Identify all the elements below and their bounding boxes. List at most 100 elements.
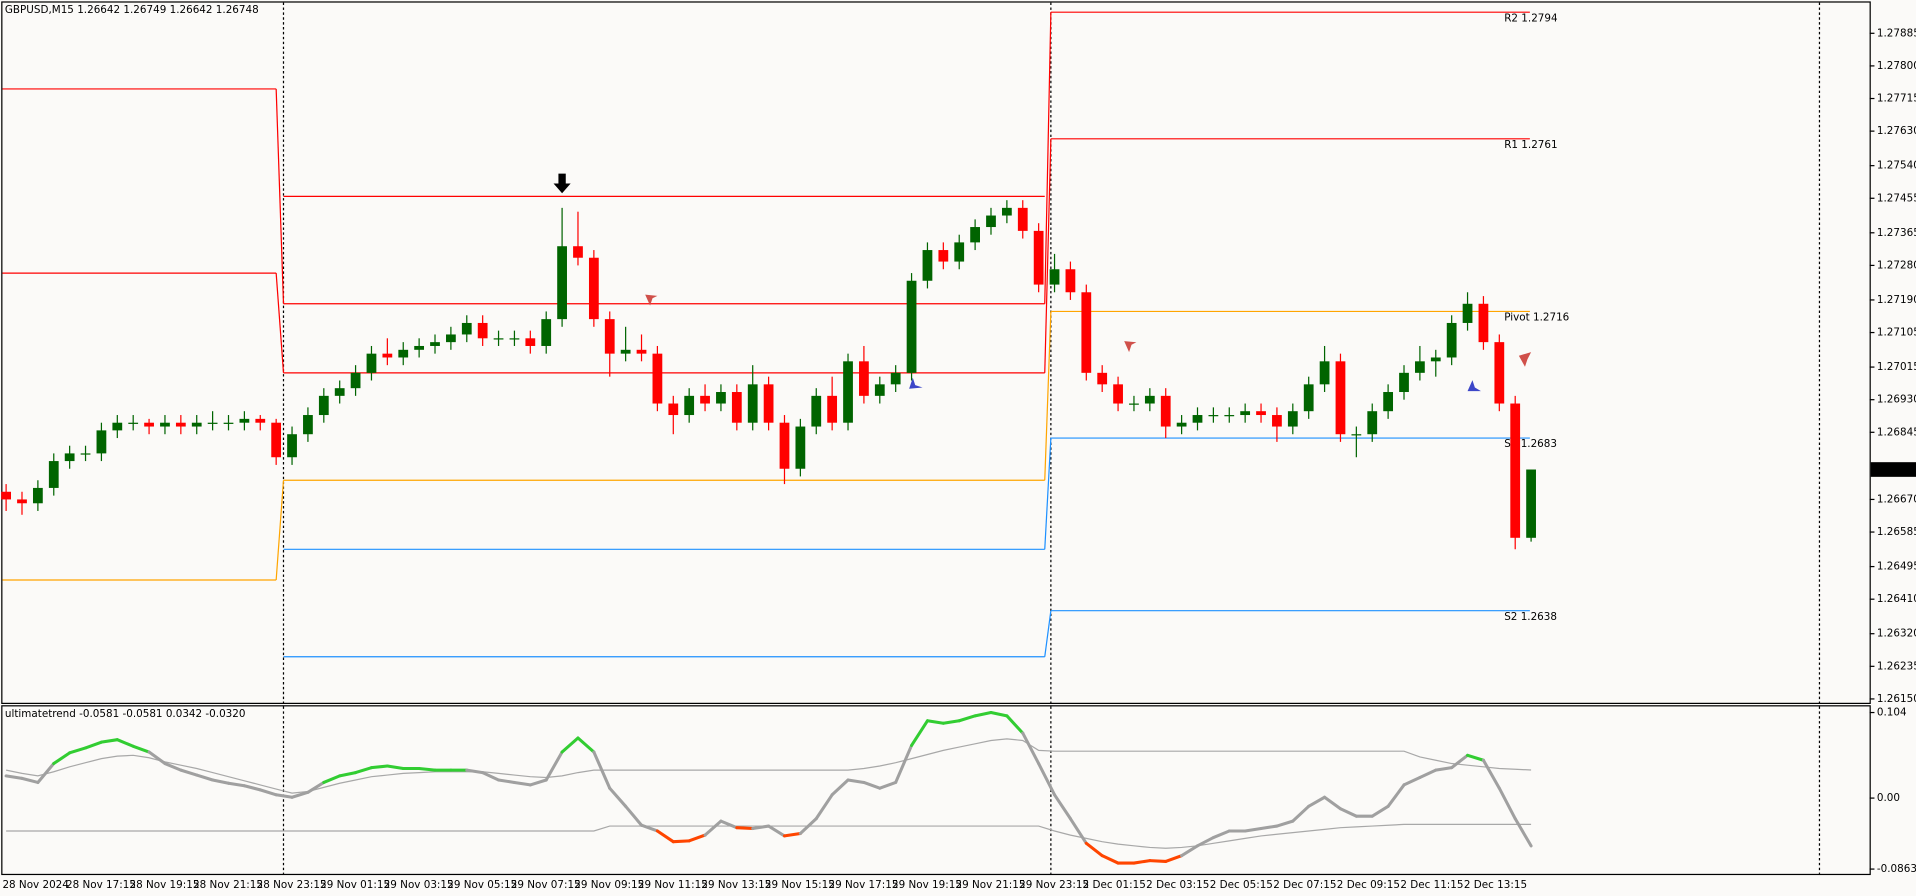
trend-segment [1323, 795, 1342, 811]
trend-segment [1021, 731, 1041, 766]
x-tick-label: 2 Dec 13:15 [1464, 879, 1527, 891]
candle-body [382, 353, 393, 358]
candle-body [1160, 395, 1171, 427]
candle-body [874, 384, 885, 396]
x-tick-label: 29 Nov 13:15 [701, 879, 771, 891]
trend-segment [20, 776, 40, 784]
candle-body [509, 338, 520, 340]
candle-body [636, 349, 647, 354]
y-tick-label: 1.27280 [1877, 259, 1916, 271]
trend-segment [767, 824, 787, 838]
trend-segment [4, 774, 24, 780]
buy-arrow [1467, 380, 1481, 392]
candle-body [96, 430, 107, 454]
trend-segment [1497, 786, 1517, 821]
trend-segment [1068, 817, 1088, 845]
candle-body [986, 215, 996, 228]
chart-title: GBPUSD,M15 1.26642 1.26749 1.26642 1.267… [5, 4, 259, 16]
trend-segment [878, 780, 898, 790]
candle-body [588, 257, 599, 320]
candle-body [477, 322, 488, 339]
trend-segment [52, 751, 72, 766]
x-tick-label: 29 Nov 21:15 [956, 879, 1026, 891]
candle-body [1033, 230, 1044, 285]
candle-body [32, 487, 43, 504]
sell-arrow [645, 294, 658, 306]
y-tick-label: 1.27540 [1877, 160, 1916, 172]
candle-body [1510, 403, 1521, 538]
candle-body [747, 384, 758, 423]
trend-segment [910, 719, 929, 747]
candle-body [1383, 392, 1394, 412]
x-tick-label: 29 Nov 17:15 [828, 879, 898, 891]
y-tick-label: 0.104 [1877, 707, 1907, 719]
candle-body [1208, 415, 1219, 417]
candle-body [541, 319, 552, 346]
trend-segment [1037, 762, 1057, 797]
trend-segment [226, 781, 246, 788]
x-tick-label: 28 Nov 19:15 [130, 879, 200, 891]
x-tick-label: 29 Nov 19:15 [892, 879, 962, 891]
candle-body [1240, 411, 1251, 416]
trend-segment [703, 819, 723, 837]
candle-body [1367, 411, 1378, 435]
candle-body [763, 384, 774, 423]
candle-body [128, 422, 139, 424]
trend-segment [560, 736, 580, 754]
x-tick-label: 2 Dec 01:15 [1083, 879, 1146, 891]
candle-body [1446, 322, 1457, 358]
candle-body [398, 349, 409, 358]
sell-arrow [1518, 352, 1532, 367]
trend-segment [671, 839, 691, 844]
candle-body [271, 422, 282, 458]
x-tick-label: 29 Nov 09:15 [574, 879, 644, 891]
candle-body [1526, 469, 1536, 538]
candle-body [890, 372, 901, 385]
candle-body [604, 319, 615, 354]
trend-segment [925, 719, 945, 725]
trend-segment [147, 750, 167, 766]
y-tick-label: 1.27715 [1877, 93, 1916, 105]
trend-segment [592, 750, 612, 790]
trend-segment [719, 819, 739, 830]
pivot-label: R1 1.2761 [1504, 139, 1557, 151]
trend-segment [465, 768, 485, 775]
pivot-connector [275, 273, 285, 373]
candle-body [938, 250, 949, 262]
candle-body [1303, 384, 1314, 412]
candle-body [620, 349, 631, 354]
x-tick-label: 28 Nov 21:15 [193, 879, 263, 891]
candle-body [207, 422, 218, 424]
candle-body [1224, 415, 1235, 417]
trend-segment [624, 804, 644, 827]
candle-body [1478, 303, 1489, 343]
trend-segment [608, 786, 628, 808]
trend-segment [179, 768, 199, 777]
candle-body [1097, 372, 1108, 385]
y-tick-label: 1.26150 [1877, 693, 1916, 705]
pivot-label: R2 1.2794 [1504, 12, 1558, 24]
trend-segment [1513, 817, 1533, 848]
trend-segment [274, 793, 294, 799]
candle-body [255, 418, 266, 423]
candle-body [1176, 422, 1187, 427]
trend-segment [36, 762, 56, 784]
trend-segment [1259, 824, 1279, 831]
candle-body [1001, 207, 1012, 216]
trend-segment [242, 784, 262, 792]
trend-segment [735, 826, 755, 831]
trend-segment [512, 780, 532, 787]
candle-body [1129, 403, 1139, 405]
trend-segment [941, 719, 961, 725]
candle-body [287, 434, 297, 458]
candle-body [843, 361, 853, 423]
pivot-connector [1044, 438, 1052, 550]
candle-body [461, 322, 472, 335]
trend-segment [1148, 859, 1168, 863]
trend-segment [84, 740, 103, 750]
x-tick-label: 29 Nov 15:15 [765, 879, 835, 891]
y-tick-label: 1.27015 [1877, 361, 1916, 373]
trend-segment [1402, 775, 1422, 787]
trend-segment [1005, 714, 1025, 735]
